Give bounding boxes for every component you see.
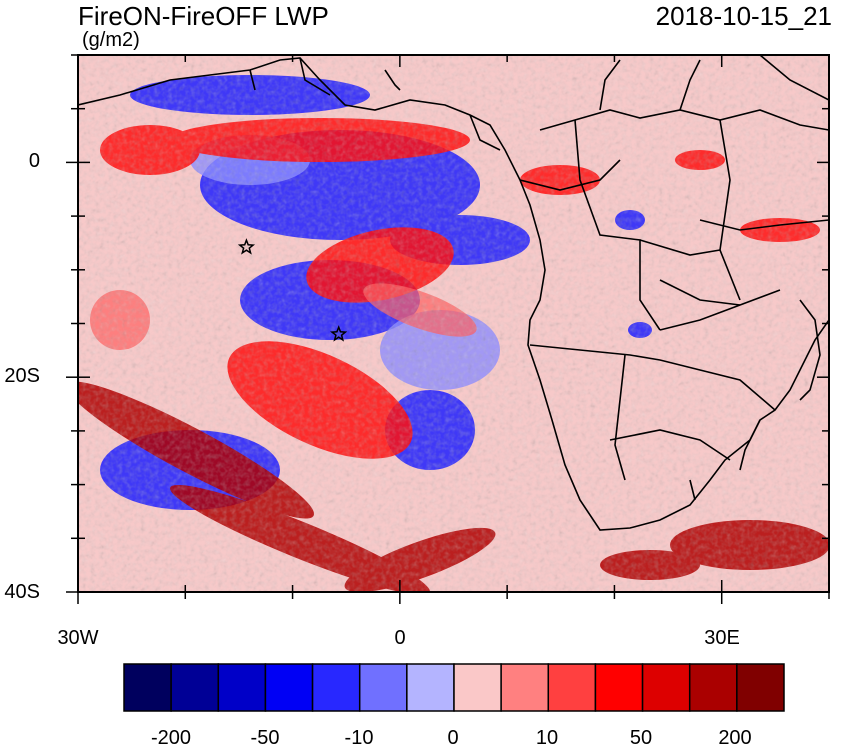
y-tick-label-20s: 20S [4,365,40,387]
map-title: FireON-FireOFF LWP [78,1,329,31]
x-tick-label-0: 0 [394,627,406,649]
coastlines [78,55,829,531]
colorbar-label: -200 [150,727,192,749]
colorbar-swatch [358,663,408,712]
axis-ticks [66,54,830,604]
colorbar-swatch [547,663,597,712]
colorbar-swatch [406,663,455,712]
colorbar-swatch [311,663,361,712]
colorbar-swatch [264,663,314,712]
x-tick-label-30w: 30W [57,627,99,649]
colorbar-swatch [736,663,785,712]
star-marker [237,238,256,255]
colorbar-swatch [641,663,691,712]
colorbar-swatch [453,663,502,712]
colorbar-swatch [594,663,644,712]
star-marker [330,325,348,342]
colorbar-label: 0 [447,727,459,749]
colorbar-label: -50 [250,727,280,749]
units-label: (g/m2) [82,29,140,51]
y-tick-label-0: 0 [28,150,40,172]
station-markers [237,238,348,342]
colorbar-swatch [217,663,267,712]
colorbar-swatch [170,663,220,712]
x-tick-label-30e: 30E [704,627,740,649]
datetime-label: 2018-10-15_21 [655,1,832,31]
colorbar-label: 200 [718,727,752,749]
colorbar-swatch [123,663,172,712]
colorbar-label: 50 [629,727,653,749]
colorbar-swatch [688,663,738,712]
lwp-field [78,55,829,592]
y-tick-label-40s: 40S [4,581,40,603]
colorbar-swatch [500,663,550,712]
colorbar-label: 10 [535,727,559,749]
colorbar-label: -10 [344,727,374,749]
colorbar [123,663,785,712]
